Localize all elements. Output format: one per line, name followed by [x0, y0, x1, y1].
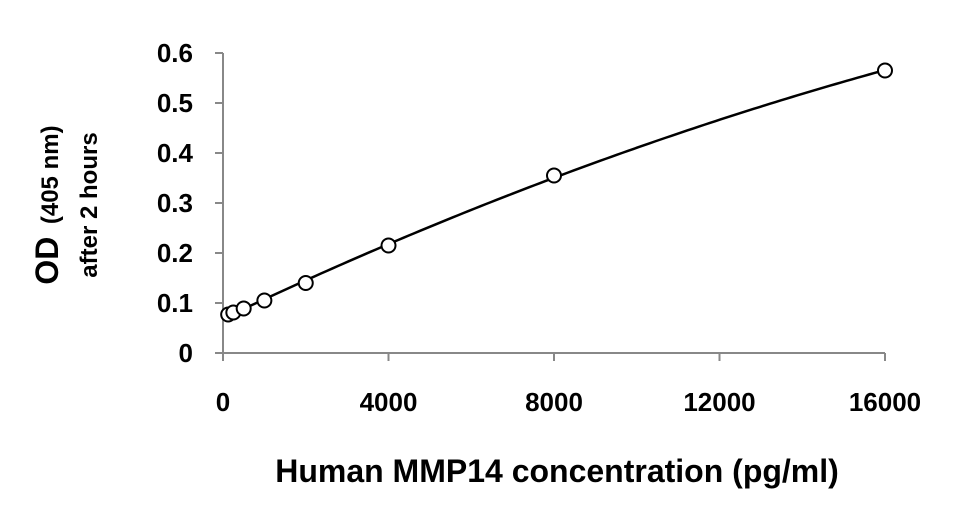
x-tick-label: 4000 — [360, 387, 418, 417]
x-ticks: 0 4000 8000 12000 16000 — [216, 353, 921, 417]
data-point — [877, 62, 893, 79]
y-axis-title-unit: (405 nm) — [37, 125, 64, 224]
y-axis-title-main: OD — [29, 237, 65, 285]
y-tick-label: 0.6 — [157, 38, 193, 68]
fit-curve — [227, 68, 886, 318]
data-points — [220, 62, 893, 323]
x-tick-label: 0 — [216, 387, 230, 417]
y-tick-label: 0.3 — [157, 188, 193, 218]
y-tick-label: 0.4 — [157, 138, 194, 168]
data-point — [256, 292, 273, 309]
x-tick-label: 16000 — [849, 387, 921, 417]
data-point — [546, 167, 562, 184]
y-tick-label: 0.5 — [157, 88, 193, 118]
data-point — [235, 300, 252, 317]
y-axis-subtitle: after 2 hours — [76, 132, 103, 277]
x-tick-label: 8000 — [525, 387, 583, 417]
y-axis-title: OD (405 nm) — [29, 125, 65, 284]
x-axis-title: Human MMP14 concentration (pg/ml) — [275, 453, 839, 489]
y-tick-label: 0.2 — [157, 238, 193, 268]
y-tick-label: 0.1 — [157, 288, 193, 318]
y-ticks: 0 0.1 0.2 0.3 0.4 0.5 0.6 — [157, 38, 223, 368]
data-point — [380, 237, 397, 254]
x-tick-label: 12000 — [683, 387, 755, 417]
y-tick-label: 0 — [179, 338, 193, 368]
data-point — [297, 275, 314, 291]
